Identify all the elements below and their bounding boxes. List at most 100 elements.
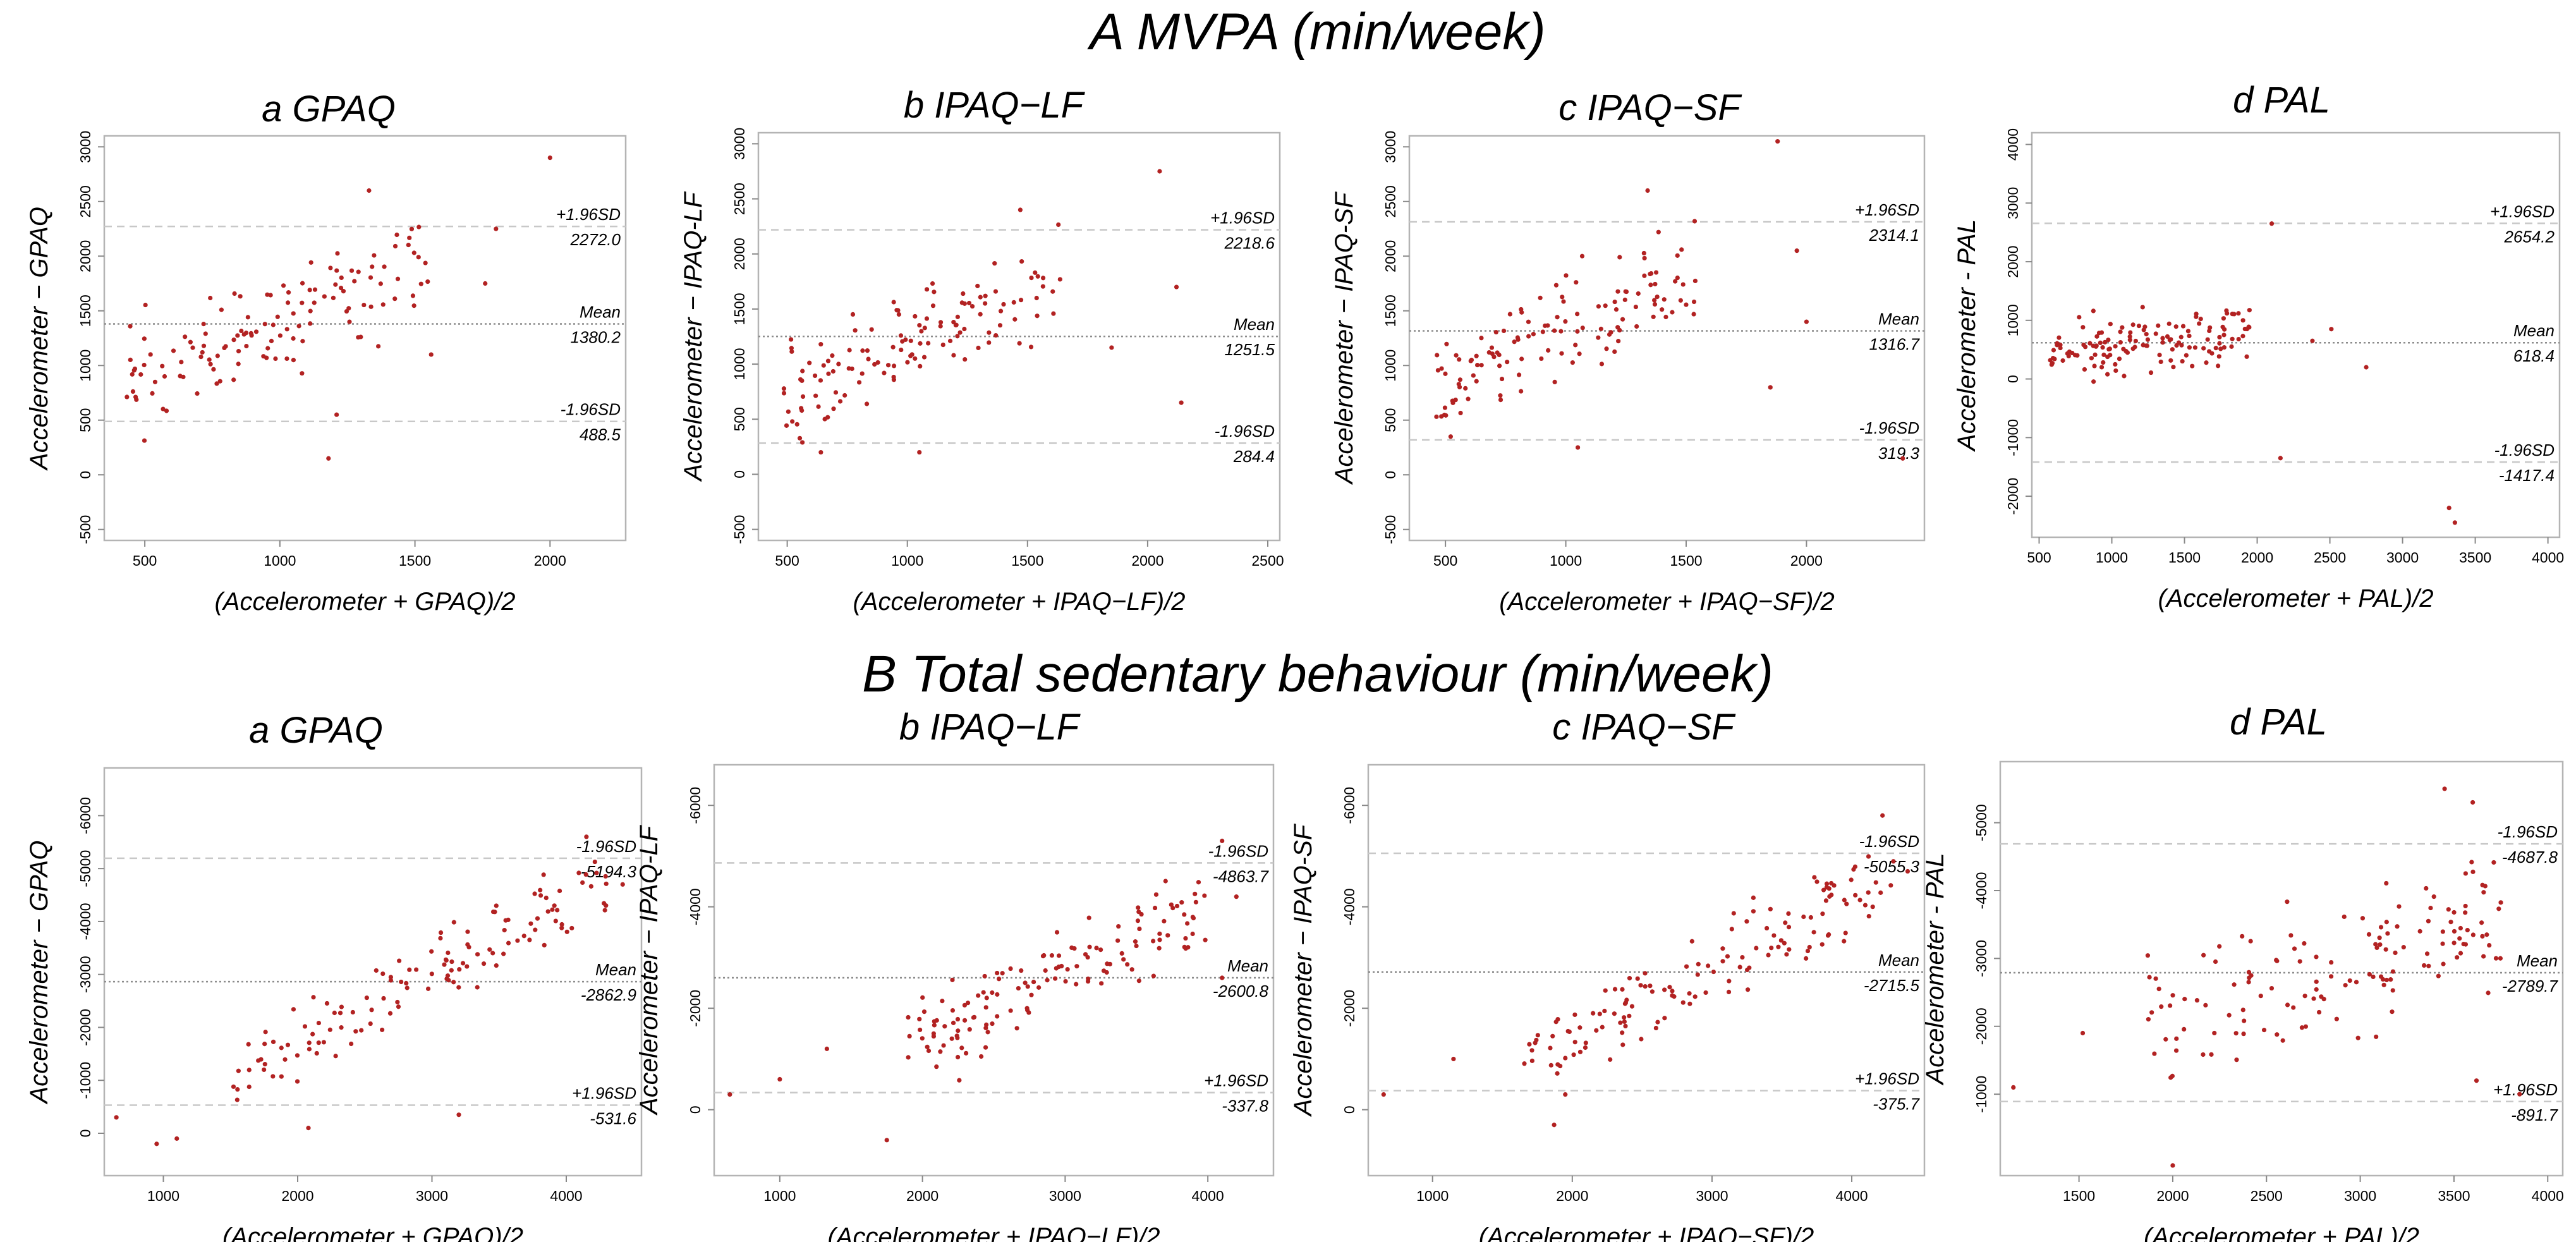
- data-point: [2493, 956, 2499, 961]
- data-point: [1125, 962, 1130, 967]
- data-point: [926, 1048, 932, 1054]
- data-point: [995, 1014, 1000, 1019]
- data-point: [1136, 978, 1141, 983]
- y-tick-label: 2500: [1382, 185, 1399, 217]
- y-tick-label: -6000: [77, 797, 94, 834]
- data-point: [1751, 895, 1756, 900]
- reference-line-label: Mean: [1227, 956, 1268, 975]
- data-point: [918, 1027, 923, 1032]
- data-point: [1604, 346, 1609, 351]
- data-point: [1580, 326, 1585, 331]
- data-point: [2170, 1073, 2175, 1078]
- data-point: [850, 312, 856, 317]
- data-point: [1008, 966, 1013, 971]
- data-point: [125, 394, 130, 399]
- data-point: [1495, 350, 1500, 355]
- data-point: [957, 1078, 962, 1083]
- data-point: [2310, 338, 2315, 343]
- data-point: [984, 995, 989, 1001]
- data-point: [1826, 932, 1832, 937]
- data-point: [1679, 247, 1684, 252]
- data-point: [2207, 349, 2212, 354]
- x-tick-label: 3000: [1696, 1188, 1728, 1204]
- data-point: [1049, 953, 1055, 958]
- data-point: [2355, 1035, 2360, 1040]
- data-point: [279, 1074, 284, 1079]
- data-point: [1766, 953, 1771, 958]
- data-point: [306, 1126, 311, 1131]
- data-point: [2051, 348, 2057, 353]
- data-point: [1552, 1123, 1557, 1128]
- data-point: [1579, 253, 1585, 259]
- data-point: [1094, 946, 1099, 951]
- plot-frame: [1367, 764, 1926, 1177]
- data-point: [1807, 944, 1812, 950]
- data-point: [789, 349, 794, 354]
- data-point: [179, 360, 184, 365]
- data-point: [837, 399, 843, 404]
- data-point: [800, 368, 805, 374]
- data-point: [555, 908, 560, 913]
- reference-line-label: +1.96SD: [556, 205, 621, 224]
- data-point: [1435, 353, 1440, 358]
- data-point: [1444, 341, 1449, 346]
- data-point: [2174, 343, 2179, 348]
- data-point: [1439, 366, 1444, 371]
- data-point: [211, 367, 216, 372]
- data-point: [2204, 360, 2209, 365]
- data-point: [875, 360, 880, 365]
- x-tick-label: 4000: [1192, 1188, 1224, 1204]
- reference-line-value: 1251.5: [1224, 340, 1275, 359]
- data-point: [2275, 958, 2280, 963]
- data-point: [1553, 1020, 1558, 1025]
- data-point: [1442, 405, 1448, 410]
- data-point: [335, 251, 340, 256]
- data-point: [2123, 348, 2129, 354]
- data-point: [797, 435, 803, 441]
- data-point: [1471, 373, 1476, 378]
- data-point: [1519, 307, 1524, 312]
- data-point: [917, 449, 922, 455]
- x-tick-label: 3000: [2386, 549, 2419, 566]
- data-point: [1572, 1012, 1577, 1018]
- data-point: [853, 328, 858, 333]
- x-tick-label: 500: [133, 552, 157, 569]
- data-point: [959, 300, 964, 305]
- data-point: [2384, 920, 2389, 925]
- data-point: [277, 333, 283, 338]
- data-point: [411, 303, 416, 308]
- data-point: [1053, 976, 1058, 981]
- reference-line-value: -2715.5: [1864, 976, 1920, 995]
- data-point: [331, 295, 336, 300]
- data-point: [963, 1050, 969, 1056]
- y-tick-label: 500: [77, 408, 94, 432]
- data-point: [1583, 1040, 1588, 1045]
- data-point: [2160, 336, 2165, 341]
- data-point: [955, 1016, 961, 1022]
- data-point: [1033, 270, 1038, 275]
- data-point: [132, 366, 138, 372]
- data-point: [265, 346, 270, 351]
- data-point: [1888, 883, 1893, 888]
- data-point: [2378, 925, 2384, 930]
- data-point: [164, 408, 169, 413]
- data-point: [302, 1024, 308, 1029]
- data-point: [368, 1021, 373, 1026]
- data-point: [2103, 339, 2108, 345]
- data-point: [1499, 376, 1505, 382]
- data-point: [356, 269, 361, 274]
- reference-line-value: -1417.4: [2499, 466, 2555, 485]
- data-point: [1014, 1026, 1019, 1031]
- data-point: [2360, 916, 2366, 921]
- data-point: [1457, 384, 1462, 390]
- data-point: [1684, 302, 1689, 307]
- data-point: [198, 355, 204, 360]
- data-point: [397, 958, 402, 963]
- data-point: [2144, 332, 2149, 337]
- data-point: [1492, 355, 1497, 360]
- data-point: [239, 328, 244, 334]
- data-point: [446, 950, 451, 956]
- data-point: [494, 226, 499, 231]
- x-tick-label: 2000: [2241, 549, 2273, 566]
- data-point: [1689, 939, 1694, 944]
